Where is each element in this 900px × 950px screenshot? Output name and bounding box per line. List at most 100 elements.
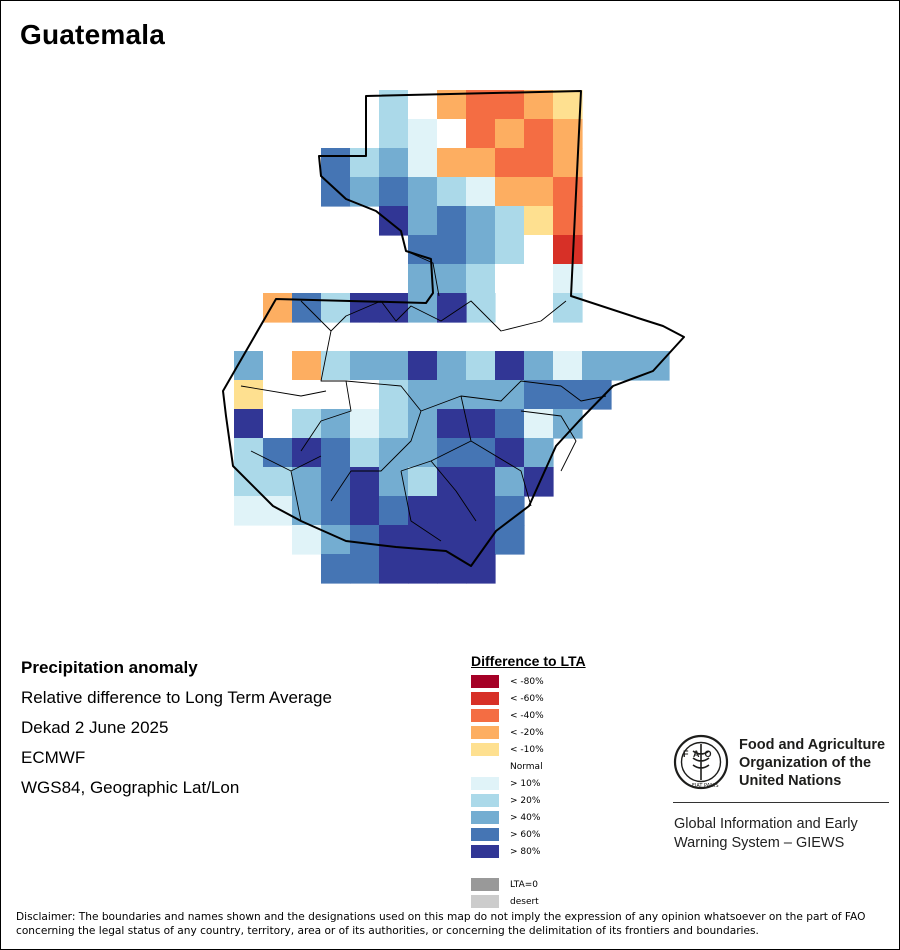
- anomaly-cell: [437, 496, 467, 526]
- anomaly-cell: [466, 177, 496, 207]
- anomaly-cell: [582, 351, 612, 381]
- anomaly-cell: [437, 351, 467, 381]
- admin-boundaries: [222, 90, 685, 567]
- anomaly-cell: [553, 351, 583, 381]
- anomaly-cell: [321, 177, 351, 207]
- anomaly-cell: [495, 235, 525, 265]
- department-borders: [240, 250, 607, 542]
- anomaly-cell: [350, 525, 380, 555]
- anomaly-cell: [524, 380, 554, 410]
- anomaly-cell: [379, 438, 409, 468]
- anomaly-cell: [321, 380, 351, 410]
- map-legend: Difference to LTA < -80% < -60% < -40% < -2…: [471, 653, 586, 910]
- anomaly-cell: [321, 438, 351, 468]
- legend-swatch: [471, 726, 499, 739]
- anomaly-cell: [263, 351, 293, 381]
- anomaly-cell: [553, 380, 583, 410]
- anomaly-cell: [495, 438, 525, 468]
- anomaly-cell: [321, 351, 351, 381]
- anomaly-cell: [379, 119, 409, 149]
- anomaly-cell: [350, 438, 380, 468]
- disclaimer: Disclaimer: The boundaries and names sho…: [16, 911, 866, 937]
- giews-line-1: Global Information and Early: [674, 816, 858, 832]
- legend-label: > 40%: [510, 812, 541, 823]
- anomaly-cell: [263, 467, 293, 497]
- anomaly-cell: [466, 119, 496, 149]
- anomaly-cell: [437, 206, 467, 236]
- anomaly-cell: [524, 264, 554, 294]
- anomaly-cell: [408, 293, 438, 323]
- anomaly-cell: [611, 351, 641, 381]
- anomaly-cell: [321, 409, 351, 439]
- anomaly-cell: [495, 264, 525, 294]
- anomaly-cell: [524, 90, 554, 120]
- anomaly-cell: [408, 148, 438, 178]
- legend-swatch: [471, 743, 499, 756]
- anomaly-cell: [466, 467, 496, 497]
- legend-swatch: [471, 811, 499, 824]
- anomaly-cell: [466, 525, 496, 555]
- anomaly-cell: [408, 554, 438, 584]
- map-title: Guatemala: [20, 19, 165, 50]
- anomaly-cell: [466, 554, 496, 584]
- anomaly-cell: [321, 148, 351, 178]
- anomaly-cell: [350, 554, 380, 584]
- legend-class-10: > 80%: [471, 843, 586, 860]
- anomaly-cell: [495, 90, 525, 120]
- anomaly-cell: [234, 496, 264, 526]
- anomaly-cell: [263, 293, 293, 323]
- anomaly-cell: [524, 235, 554, 265]
- anomaly-cell: [408, 351, 438, 381]
- anomaly-cell: [524, 119, 554, 149]
- anomaly-cell: [495, 177, 525, 207]
- anomaly-cell: [466, 409, 496, 439]
- legend-swatch: [471, 878, 499, 891]
- anomaly-cell: [466, 235, 496, 265]
- anomaly-cell: [292, 351, 322, 381]
- map-info: Precipitation anomaly Relative differenc…: [21, 657, 332, 807]
- fao-logo-motto: FIAT PANIS: [692, 783, 719, 789]
- anomaly-cell: [466, 148, 496, 178]
- legend-class-6: > 10%: [471, 775, 586, 792]
- anomaly-cell: [466, 264, 496, 294]
- precipitation-anomaly-map: [222, 90, 685, 584]
- anomaly-cell: [321, 554, 351, 584]
- fao-divider: [673, 802, 889, 803]
- anomaly-cell: [350, 380, 380, 410]
- anomaly-cell: [437, 235, 467, 265]
- anomaly-cell: [553, 264, 583, 294]
- anomaly-cell: [379, 554, 409, 584]
- anomaly-cell: [379, 351, 409, 381]
- anomaly-cell: [553, 177, 583, 207]
- legend-swatch: [471, 828, 499, 841]
- legend-label: LTA=0: [510, 879, 538, 890]
- anomaly-cell: [379, 148, 409, 178]
- anomaly-cell: [408, 409, 438, 439]
- anomaly-cell: [379, 525, 409, 555]
- anomaly-cell: [292, 525, 322, 555]
- giews-line-2: Warning System – GIEWS: [674, 835, 845, 851]
- anomaly-cell: [466, 90, 496, 120]
- anomaly-cell: [582, 380, 612, 410]
- giews-name: Global Information and Early Warning Sys…: [674, 815, 858, 853]
- anomaly-cell: [408, 206, 438, 236]
- anomaly-cell: [408, 177, 438, 207]
- anomaly-cell: [495, 148, 525, 178]
- legend-extra-0: LTA=0: [471, 876, 586, 893]
- anomaly-cell: [379, 177, 409, 207]
- anomaly-cell: [379, 206, 409, 236]
- anomaly-cell: [437, 525, 467, 555]
- legend-extra-1: desert: [471, 893, 586, 910]
- legend-label: desert: [510, 896, 539, 907]
- legend-swatch: [471, 675, 499, 688]
- legend-class-7: > 20%: [471, 792, 586, 809]
- anomaly-cell: [408, 467, 438, 497]
- anomaly-cell: [466, 380, 496, 410]
- anomaly-cell: [263, 409, 293, 439]
- anomaly-cell: [263, 380, 293, 410]
- info-line-period: Dekad 2 June 2025: [21, 718, 169, 737]
- info-heading: Precipitation anomaly: [21, 658, 198, 677]
- legend-swatch: [471, 794, 499, 807]
- anomaly-cell: [524, 177, 554, 207]
- info-line-source: ECMWF: [21, 748, 86, 767]
